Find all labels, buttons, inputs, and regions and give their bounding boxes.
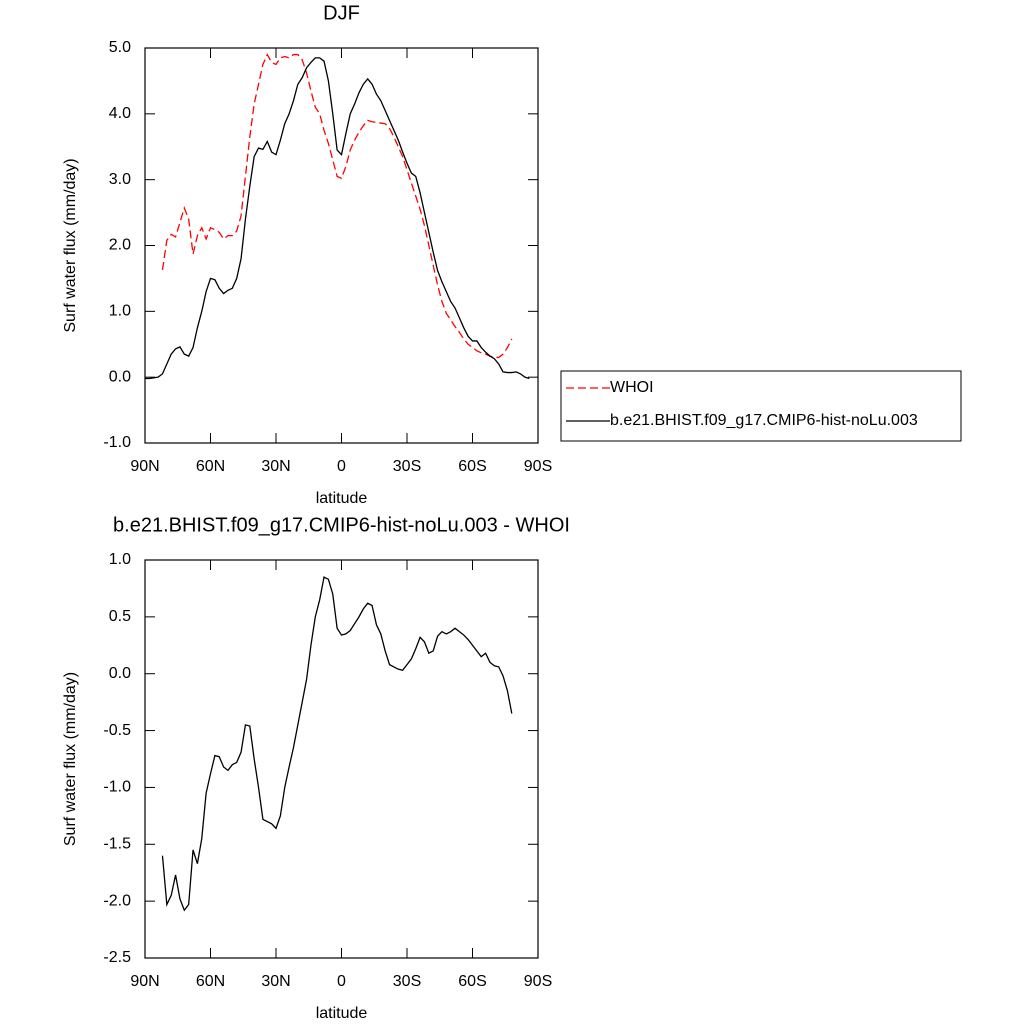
y-tick-label: 1.0: [109, 303, 131, 320]
y-tick-label: 0.0: [109, 665, 131, 682]
y-tick-label: 2.0: [109, 237, 131, 254]
legend-box: [560, 370, 962, 442]
y-tick-label: -1.5: [103, 836, 131, 853]
y-tick-label: 0.5: [109, 608, 131, 625]
x-tick-label: 0: [337, 458, 346, 475]
series-line: [161, 576, 513, 912]
y-tick-label: 5.0: [109, 39, 131, 56]
y-tick-label: -0.5: [103, 722, 131, 739]
x-tick-label: 60N: [196, 973, 225, 990]
x-axis-label: latitude: [316, 1005, 368, 1022]
x-tick-label: 0: [337, 973, 346, 990]
x-tick-label: 90S: [524, 973, 552, 990]
x-tick-label: 60S: [458, 973, 486, 990]
y-tick-label: 0.0: [109, 368, 131, 385]
plot-frame: [144, 559, 539, 959]
x-tick-label: 30S: [393, 973, 421, 990]
y-tick-label: 3.0: [109, 171, 131, 188]
series-line: [145, 57, 530, 380]
chart-title: DJF: [323, 2, 360, 24]
x-tick-label: 60N: [196, 458, 225, 475]
y-tick-label: -1.0: [103, 779, 131, 796]
x-tick-label: 60S: [458, 458, 486, 475]
y-tick-label: -2.5: [103, 949, 131, 966]
y-tick-label: 1.0: [109, 551, 131, 568]
y-tick-label: -1.0: [103, 434, 131, 451]
chart-title: b.e21.BHIST.f09_g17.CMIP6-hist-noLu.003 …: [113, 514, 570, 536]
series-line: [161, 53, 513, 359]
y-tick-label: 4.0: [109, 105, 131, 122]
x-axis-label: latitude: [316, 490, 368, 507]
y-tick-label: -2.0: [103, 892, 131, 909]
legend-label: WHOI: [610, 379, 654, 396]
y-axis-label: Surf water flux (mm/day): [62, 158, 79, 332]
x-tick-label: 90S: [524, 458, 552, 475]
x-tick-label: 30N: [261, 458, 290, 475]
x-tick-label: 90N: [130, 458, 159, 475]
legend-label: b.e21.BHIST.f09_g17.CMIP6-hist-noLu.003: [610, 412, 918, 429]
plot-frame: [144, 47, 539, 444]
x-tick-label: 30S: [393, 458, 421, 475]
y-axis-label: Surf water flux (mm/day): [62, 672, 79, 846]
x-tick-label: 90N: [130, 973, 159, 990]
x-tick-label: 30N: [261, 973, 290, 990]
